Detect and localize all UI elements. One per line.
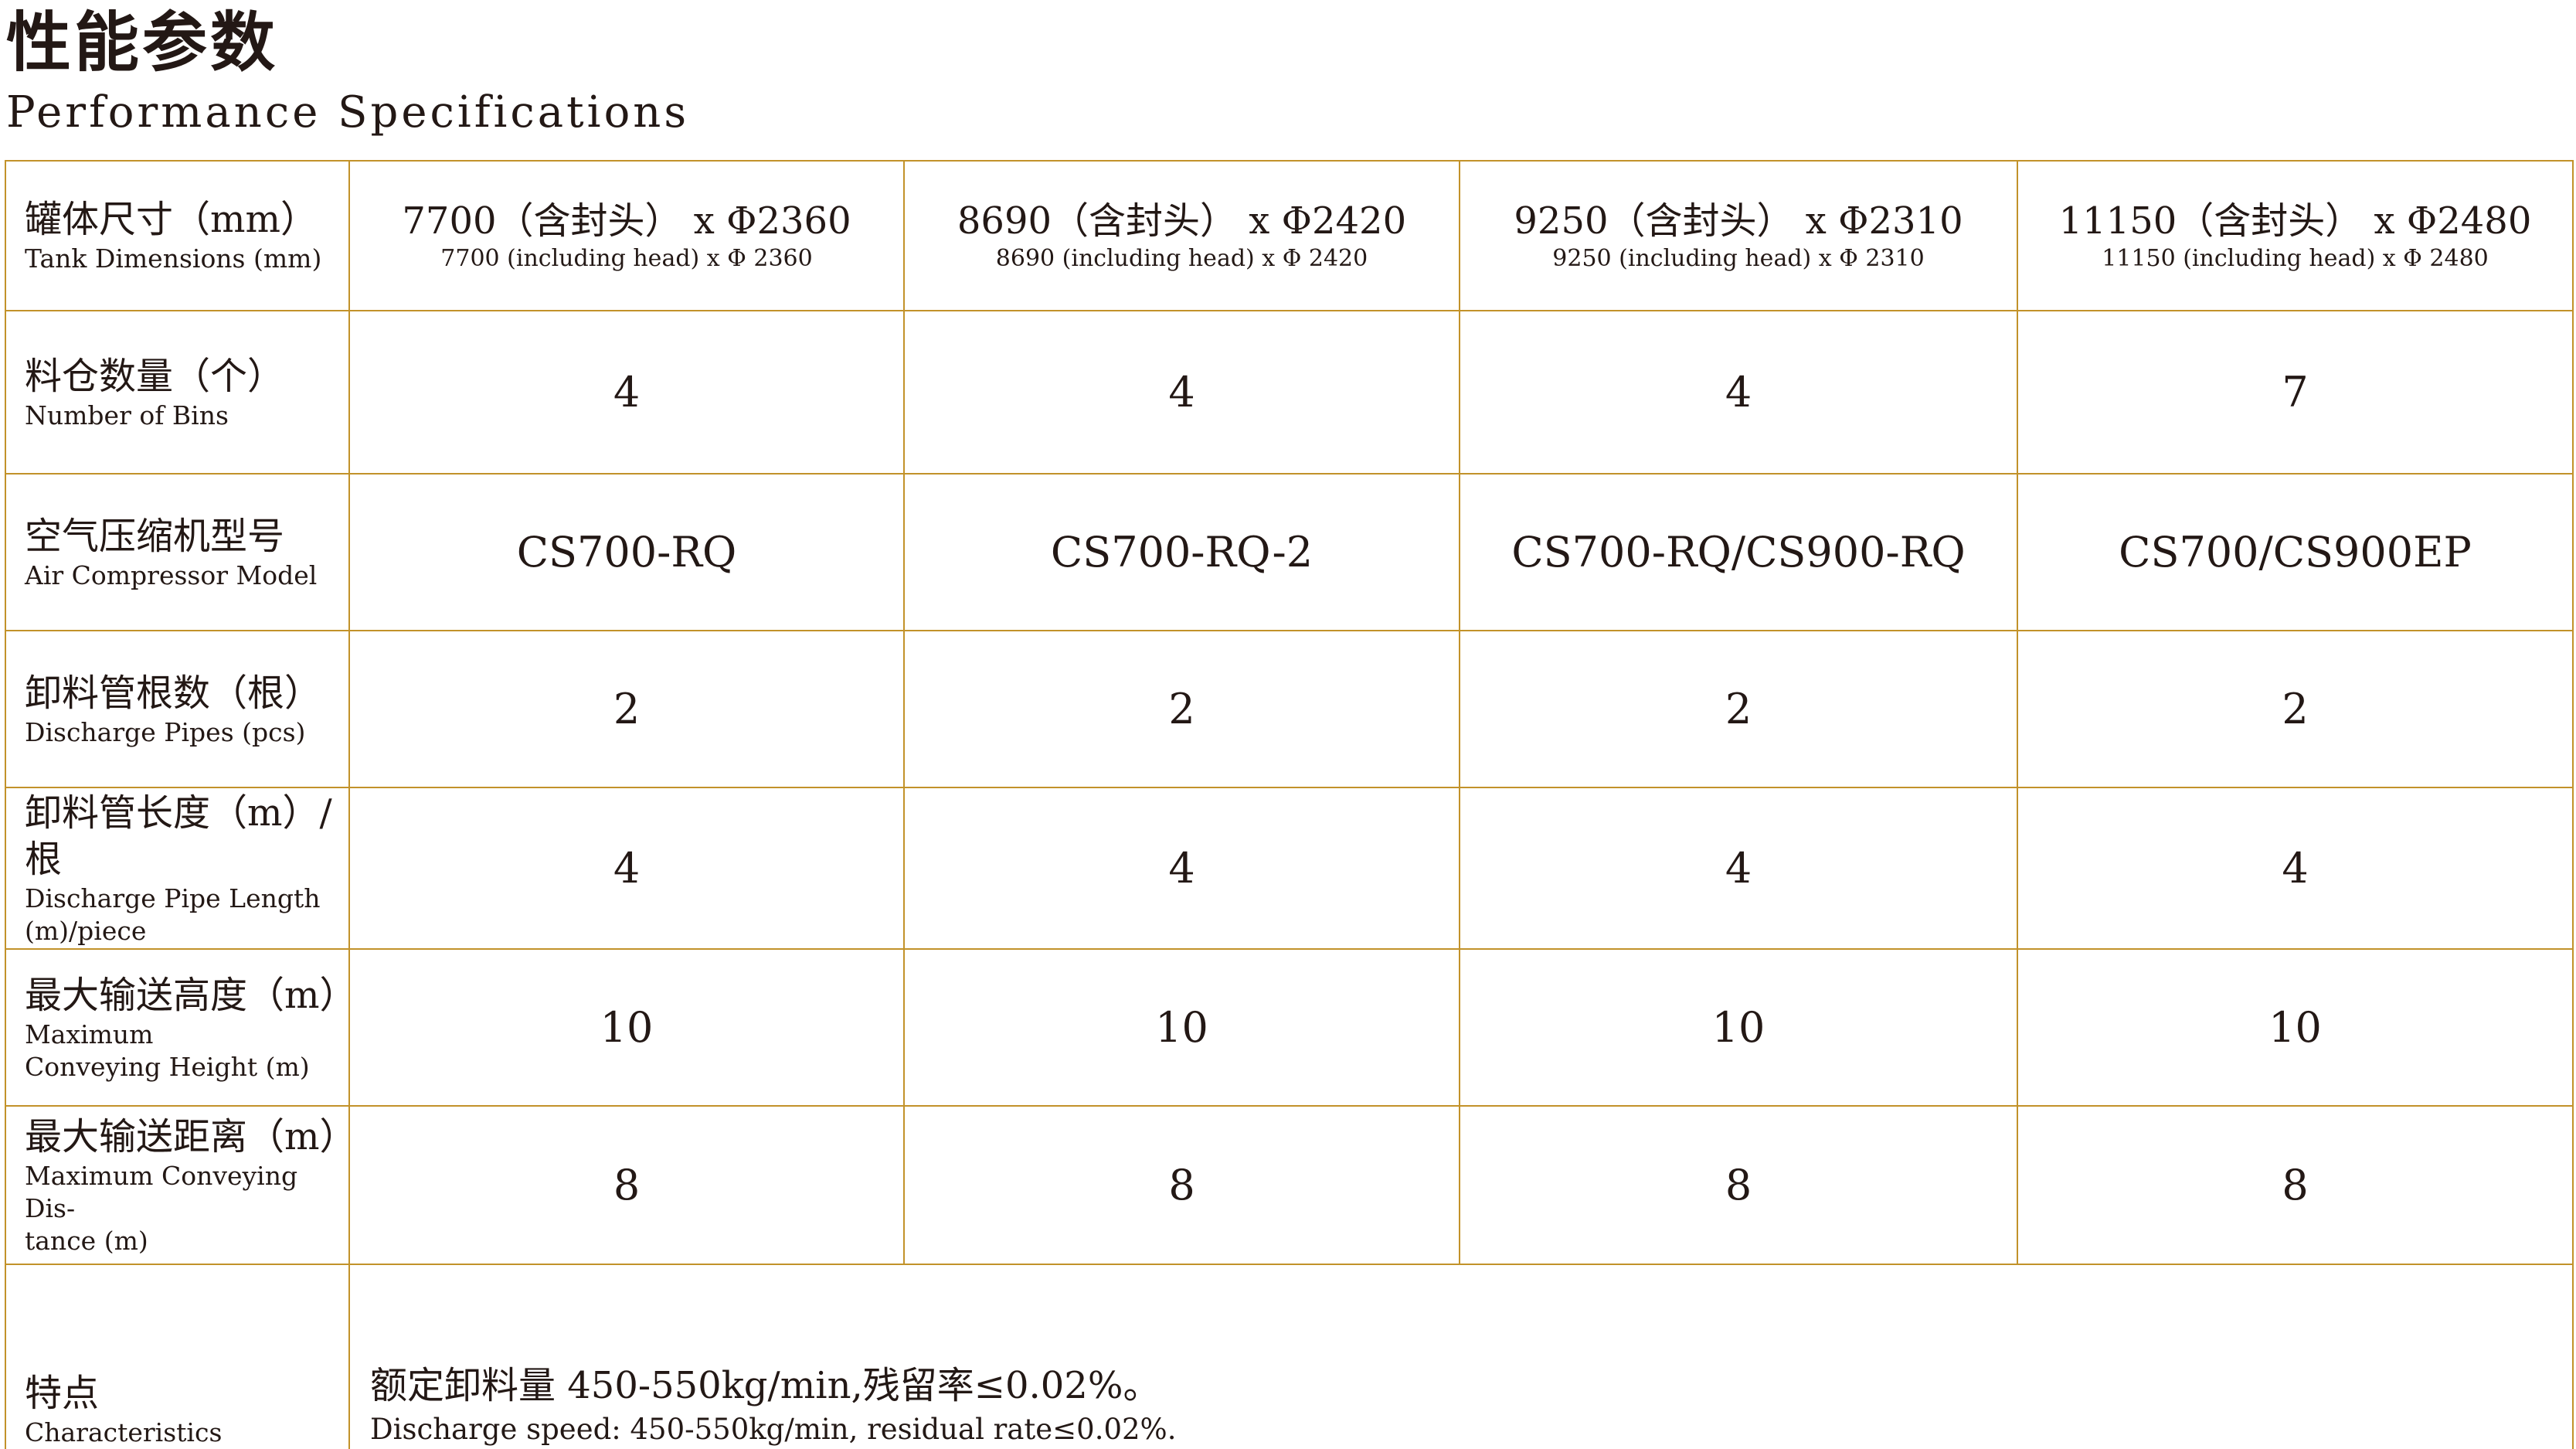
row-label-zh: 料仓数量（个）: [25, 354, 285, 398]
discharge-pipes-col-1: 2: [350, 631, 905, 788]
max-conveying-distance-col-1: 8: [350, 1107, 905, 1265]
cell-value: 4: [613, 843, 641, 893]
air-compressor-model-col-1: CS700-RQ: [350, 474, 905, 631]
row-label-en: Discharge Pipe Length (m)/piece: [25, 883, 321, 946]
air-compressor-model-col-3: CS700-RQ/CS900-RQ: [1460, 474, 2018, 631]
row-label-max-conveying-height: 最大输送高度（m） Maximum Conveying Height (m): [6, 950, 350, 1107]
row-label-zh: 最大输送高度（m）: [25, 973, 350, 1017]
cell-value: CS700-RQ/CS900-RQ: [1511, 527, 1966, 577]
number-of-bins-col-2: 4: [905, 311, 1460, 474]
row-label-zh: 特点: [25, 1372, 100, 1415]
cell-value: 7: [2282, 367, 2309, 417]
tank-dimensions-zh: 7700（含封头） x Φ2360: [402, 199, 851, 243]
max-conveying-height-col-3: 10: [1460, 950, 2018, 1107]
cell-value: CS700/CS900EP: [2119, 527, 2472, 577]
cell-value: 4: [1168, 367, 1195, 417]
characteristics-zh: 额定卸料量 450-550kg/min,残留率≤0.02%。: [370, 1364, 1161, 1407]
number-of-bins-col-4: 7: [2018, 311, 2574, 474]
max-conveying-distance-col-2: 8: [905, 1107, 1460, 1265]
cell-value: 2: [1168, 684, 1195, 733]
cell-value: 10: [2268, 1002, 2322, 1052]
cell-value: 10: [1711, 1002, 1765, 1052]
cell-value: 2: [613, 684, 641, 733]
discharge-pipe-length-col-3: 4: [1460, 788, 2018, 950]
discharge-pipe-length-col-2: 4: [905, 788, 1460, 950]
row-label-en: Characteristics: [25, 1417, 223, 1447]
max-conveying-distance-col-3: 8: [1460, 1107, 2018, 1265]
row-label-zh: 卸料管根数（根）: [25, 671, 322, 715]
discharge-pipes-col-4: 2: [2018, 631, 2574, 788]
cell-value: 10: [1155, 1002, 1208, 1052]
tank-dimensions-zh: 11150（含封头） x Φ2480: [2058, 199, 2532, 243]
row-label-zh: 最大输送距离（m）: [25, 1114, 350, 1158]
cell-value: 4: [613, 367, 641, 417]
characteristics-en: Discharge speed: 450-550kg/min, residual…: [370, 1413, 1177, 1446]
cell-value: 4: [1725, 367, 1752, 417]
row-label-en: Number of Bins: [25, 400, 229, 430]
page-title-en: Performance Specifications: [6, 87, 690, 138]
performance-spec-table: 罐体尺寸（mm） Tank Dimensions (mm) 7700（含封头） …: [5, 160, 2574, 1449]
row-label-tank-dimensions: 罐体尺寸（mm） Tank Dimensions (mm): [6, 162, 350, 311]
tank-dimensions-zh: 9250（含封头） x Φ2310: [1514, 199, 1963, 243]
max-conveying-height-col-4: 10: [2018, 950, 2574, 1107]
tank-dimensions-col-4: 11150（含封头） x Φ2480 11150 (including head…: [2018, 162, 2574, 311]
tank-dimensions-col-2: 8690（含封头） x Φ2420 8690 (including head) …: [905, 162, 1460, 311]
discharge-pipes-col-3: 2: [1460, 631, 2018, 788]
row-label-en: Maximum Conveying Dis- tance (m): [25, 1160, 298, 1256]
cell-value: 4: [1168, 843, 1195, 893]
row-label-en: Air Compressor Model: [25, 560, 318, 590]
title-block: 性能参数 Performance Specifications: [6, 0, 689, 141]
max-conveying-distance-col-4: 8: [2018, 1107, 2574, 1265]
cell-value: 10: [600, 1002, 654, 1052]
cell-value: 4: [2282, 843, 2309, 893]
row-label-discharge-pipes: 卸料管根数（根） Discharge Pipes (pcs): [6, 631, 350, 788]
number-of-bins-col-3: 4: [1460, 311, 2018, 474]
tank-dimensions-col-1: 7700（含封头） x Φ2360 7700 (including head) …: [350, 162, 905, 311]
tank-dimensions-en: 8690 (including head) x Φ 2420: [995, 245, 1368, 272]
tank-dimensions-en: 9250 (including head) x Φ 2310: [1552, 245, 1925, 272]
discharge-pipe-length-col-1: 4: [350, 788, 905, 950]
tank-dimensions-en: 7700 (including head) x Φ 2360: [440, 245, 813, 272]
cell-value: CS700-RQ-2: [1050, 527, 1313, 577]
cell-value: 8: [1168, 1160, 1195, 1209]
cell-value: 8: [1725, 1160, 1752, 1209]
max-conveying-height-col-2: 10: [905, 950, 1460, 1107]
cell-value: 8: [613, 1160, 641, 1209]
row-label-zh: 空气压缩机型号: [25, 514, 285, 558]
cell-value: CS700-RQ: [516, 527, 737, 577]
row-label-number-of-bins: 料仓数量（个） Number of Bins: [6, 311, 350, 474]
characteristics-value-cell: 额定卸料量 450-550kg/min,残留率≤0.02%。 Discharge…: [350, 1265, 2574, 1449]
row-label-en: Tank Dimensions (mm): [25, 243, 322, 274]
tank-dimensions-zh: 8690（含封头） x Φ2420: [957, 199, 1407, 243]
max-conveying-height-col-1: 10: [350, 950, 905, 1107]
row-label-zh: 卸料管长度（m）/根: [25, 791, 332, 881]
page-title-zh: 性能参数: [6, 4, 279, 80]
air-compressor-model-col-2: CS700-RQ-2: [905, 474, 1460, 631]
cell-value: 4: [1725, 843, 1752, 893]
cell-value: 2: [2282, 684, 2309, 733]
discharge-pipes-col-2: 2: [905, 631, 1460, 788]
tank-dimensions-col-3: 9250（含封头） x Φ2310 9250 (including head) …: [1460, 162, 2018, 311]
number-of-bins-col-1: 4: [350, 311, 905, 474]
cell-value: 2: [1725, 684, 1752, 733]
air-compressor-model-col-4: CS700/CS900EP: [2018, 474, 2574, 631]
discharge-pipe-length-col-4: 4: [2018, 788, 2574, 950]
tank-dimensions-en: 11150 (including head) x Φ 2480: [2102, 245, 2489, 272]
row-label-air-compressor-model: 空气压缩机型号 Air Compressor Model: [6, 474, 350, 631]
row-label-en: Maximum Conveying Height (m): [25, 1019, 310, 1082]
row-label-zh: 罐体尺寸（mm）: [25, 198, 318, 241]
row-label-discharge-pipe-length: 卸料管长度（m）/根 Discharge Pipe Length (m)/pie…: [6, 788, 350, 950]
row-label-max-conveying-distance: 最大输送距离（m） Maximum Conveying Dis- tance (…: [6, 1107, 350, 1265]
row-label-en: Discharge Pipes (pcs): [25, 716, 306, 747]
row-label-characteristics: 特点 Characteristics: [6, 1265, 350, 1449]
cell-value: 8: [2282, 1160, 2309, 1209]
